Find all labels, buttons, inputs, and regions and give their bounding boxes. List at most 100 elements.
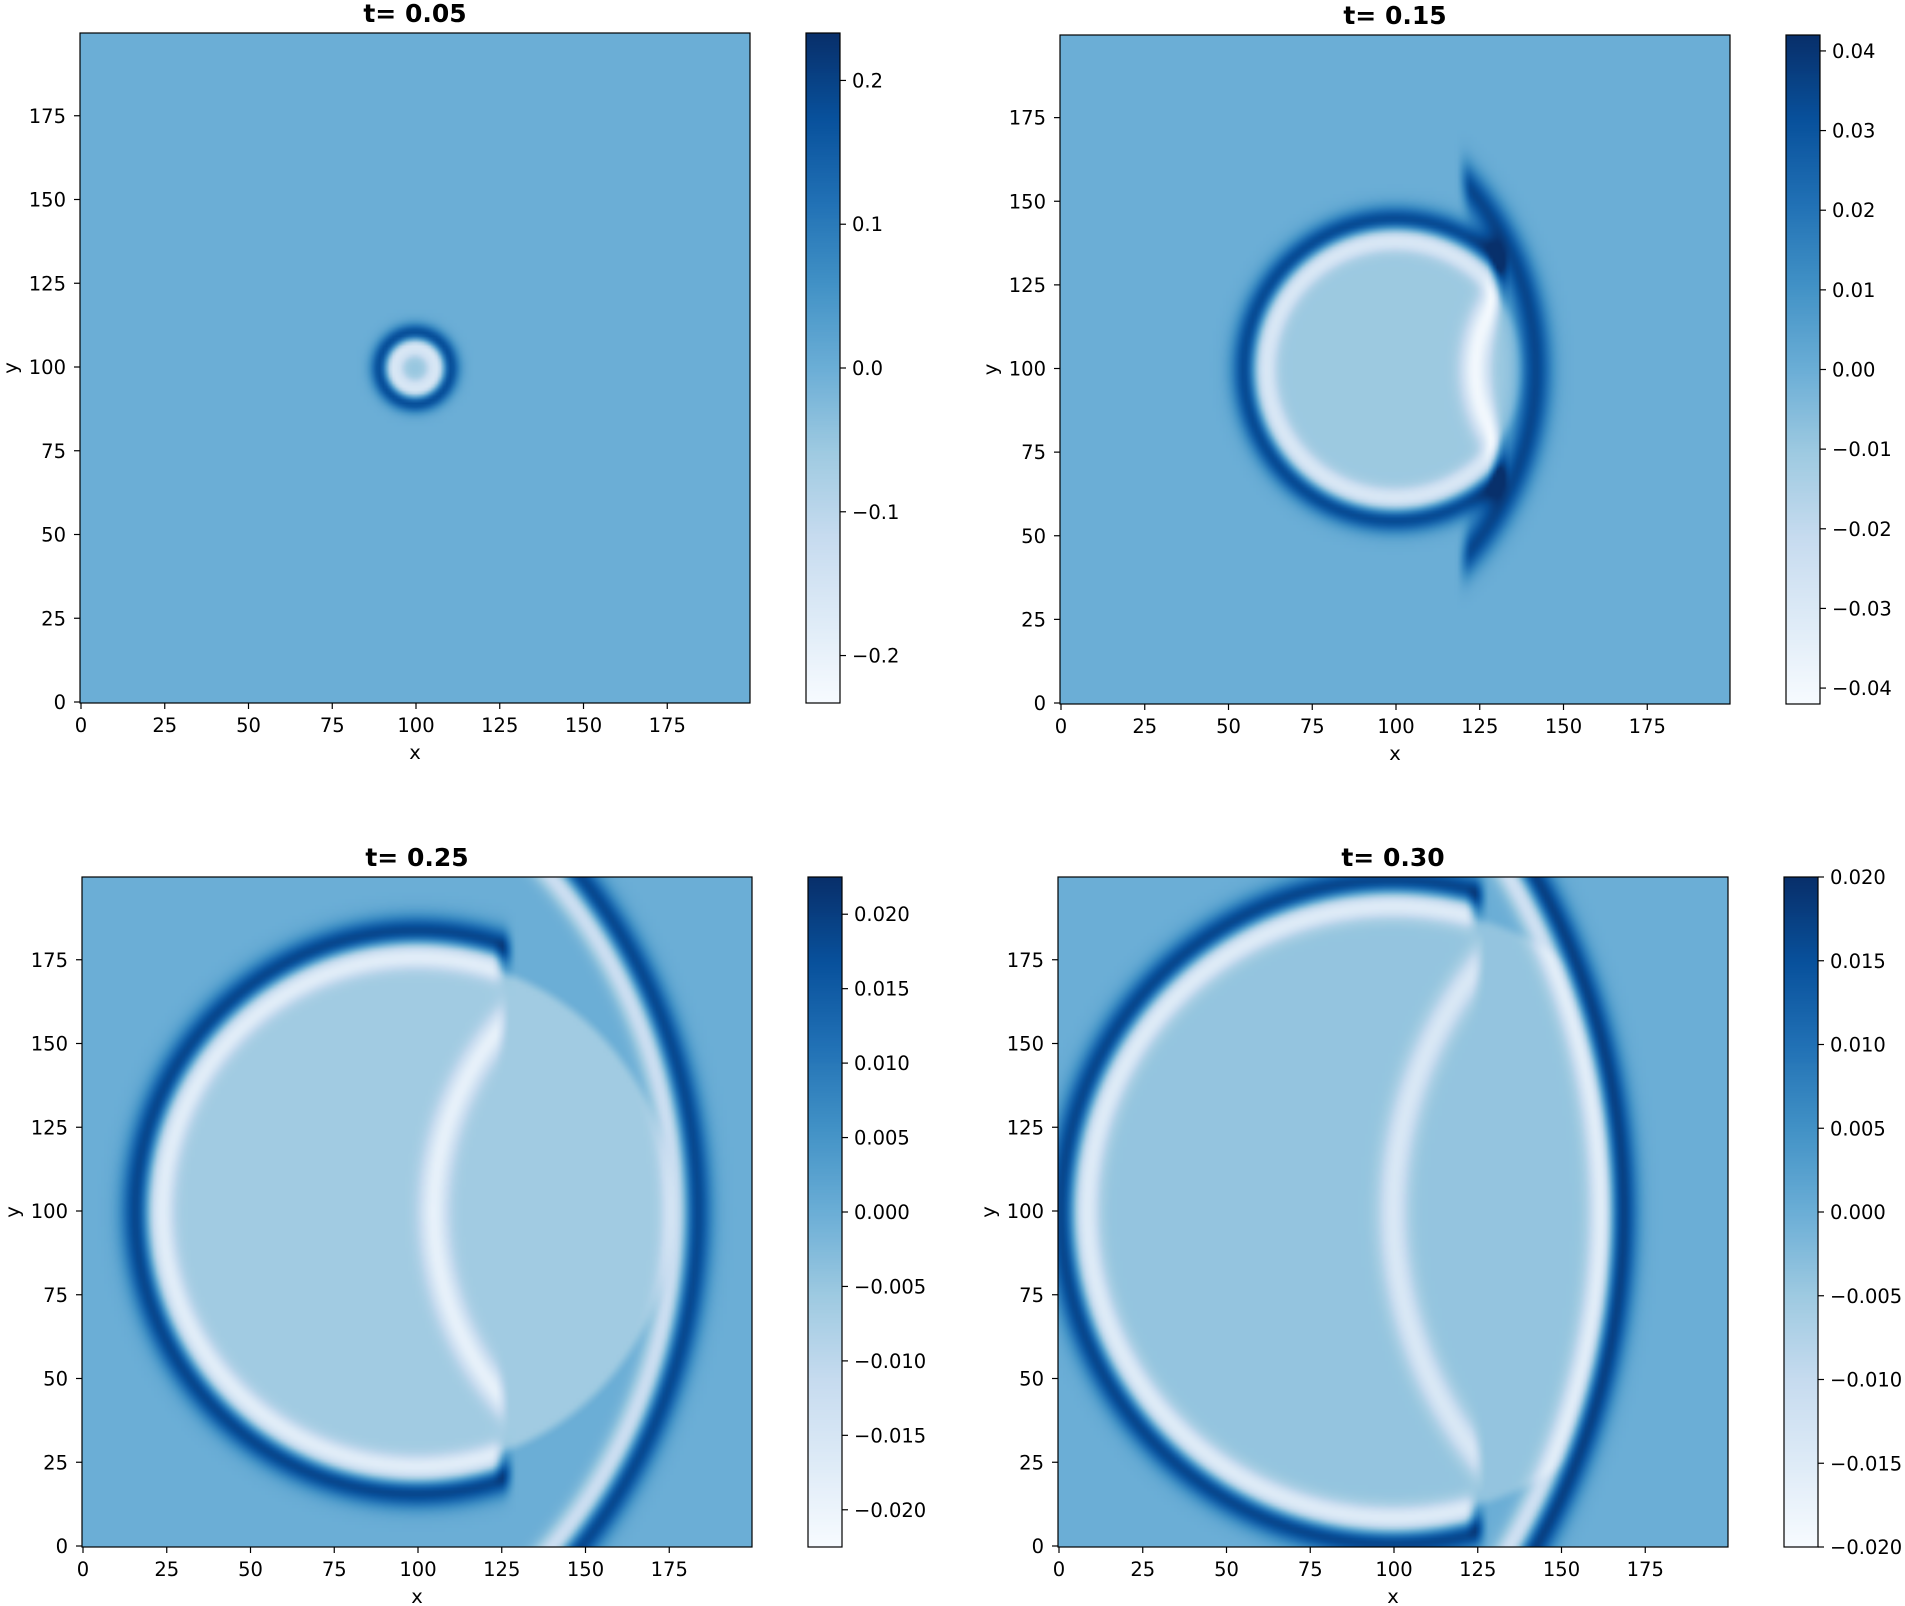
y-tick-label: 50 xyxy=(1019,1368,1044,1391)
x-axis-label: x xyxy=(1387,1585,1399,1606)
y-tick-label: 150 xyxy=(1009,190,1046,213)
y-tick-label: 25 xyxy=(41,607,66,630)
axes-frame xyxy=(81,876,753,1548)
x-tick-label: 25 xyxy=(1130,1558,1155,1581)
colorbar xyxy=(806,33,840,703)
x-tick-label: 100 xyxy=(1377,715,1414,738)
colorbar-tick-label: 0.020 xyxy=(1830,866,1886,889)
colorbar-tick-label: 0.2 xyxy=(852,69,883,92)
x-tick-label: 75 xyxy=(322,1558,347,1581)
y-tick-label: 150 xyxy=(29,189,66,212)
colorbar-tick-label: −0.015 xyxy=(1830,1452,1902,1475)
y-axis-label: y xyxy=(1,1206,24,1218)
x-tick-label: 125 xyxy=(481,714,518,737)
y-tick-label: 75 xyxy=(43,1284,68,1307)
y-tick-label: 100 xyxy=(1007,1200,1044,1223)
x-tick-label: 150 xyxy=(1545,715,1582,738)
y-axis-label: y xyxy=(0,362,22,374)
y-tick-label: 100 xyxy=(1009,358,1046,381)
x-axis-label: x xyxy=(1389,742,1401,765)
y-tick-label: 50 xyxy=(41,524,66,547)
panel-title: t= 0.15 xyxy=(1343,1,1446,30)
y-tick-label: 175 xyxy=(1007,949,1044,972)
y-tick-label: 125 xyxy=(1007,1116,1044,1139)
colorbar-tick-label: −0.03 xyxy=(1832,597,1892,620)
y-tick-label: 50 xyxy=(43,1368,68,1391)
y-tick-label: 175 xyxy=(31,949,68,972)
y-tick-label: 100 xyxy=(31,1200,68,1223)
y-tick-label: 25 xyxy=(1021,608,1046,631)
colorbar-tick-label: 0.01 xyxy=(1832,279,1875,302)
colorbar-tick-label: 0.1 xyxy=(852,213,883,236)
axes-frame xyxy=(79,32,751,704)
x-tick-label: 75 xyxy=(1300,715,1325,738)
x-tick-label: 75 xyxy=(320,714,345,737)
y-tick-label: 125 xyxy=(31,1116,68,1139)
colorbar-tick-label: 0.000 xyxy=(854,1201,910,1224)
colorbar-tick-label: 0.010 xyxy=(854,1052,910,1075)
x-tick-label: 175 xyxy=(1629,715,1666,738)
x-axis-label: x xyxy=(411,1585,423,1606)
x-tick-label: 25 xyxy=(154,1558,179,1581)
y-tick-label: 0 xyxy=(1034,692,1046,715)
colorbar-tick-label: 0.03 xyxy=(1832,120,1875,143)
x-tick-label: 150 xyxy=(1543,1558,1580,1581)
y-tick-label: 150 xyxy=(31,1033,68,1056)
x-tick-label: 175 xyxy=(651,1558,688,1581)
x-tick-label: 50 xyxy=(1214,1558,1239,1581)
panel-title: t= 0.30 xyxy=(1341,843,1444,872)
colorbar-tick-label: −0.010 xyxy=(854,1350,926,1373)
x-tick-label: 125 xyxy=(1461,715,1498,738)
colorbar-tick-label: 0.04 xyxy=(1832,40,1875,63)
x-tick-label: 175 xyxy=(1627,1558,1664,1581)
y-axis-label: y xyxy=(979,364,1002,376)
colorbar-tick-label: −0.010 xyxy=(1830,1369,1902,1392)
colorbar-tick-label: −0.01 xyxy=(1832,438,1892,461)
x-tick-label: 100 xyxy=(397,714,434,737)
y-tick-label: 100 xyxy=(29,356,66,379)
panel-4: t= 0.30 0 25 50 75 100 125 150 175 0 25 50 75 100 125 1… xyxy=(977,843,1902,1606)
colorbar-tick-label: 0.00 xyxy=(1832,359,1875,382)
x-tick-label: 150 xyxy=(565,714,602,737)
colorbar-tick-label: 0.005 xyxy=(854,1127,910,1150)
colorbar-tick-label: −0.020 xyxy=(1830,1536,1902,1559)
y-tick-label: 25 xyxy=(43,1451,68,1474)
heatmap-image xyxy=(1060,35,1730,704)
x-tick-label: 25 xyxy=(152,714,177,737)
colorbar-tick-label: −0.2 xyxy=(852,645,899,668)
y-axis-label: y xyxy=(977,1206,1000,1218)
panel-title: t= 0.25 xyxy=(365,843,468,872)
colorbar-tick-label: 0.010 xyxy=(1830,1034,1886,1057)
y-tick-label: 0 xyxy=(56,1535,68,1558)
colorbar-tick-label: −0.005 xyxy=(854,1275,926,1298)
y-tick-label: 0 xyxy=(54,691,66,714)
heatmap-image xyxy=(1058,877,1728,1547)
colorbar-tick-label: −0.015 xyxy=(854,1424,926,1447)
x-tick-label: 50 xyxy=(238,1558,263,1581)
x-tick-label: 100 xyxy=(1375,1558,1412,1581)
y-tick-label: 25 xyxy=(1019,1451,1044,1474)
panel-2: t= 0.15 0 25 50 75 100 125 150 175 0 25 50 75 100 125 1… xyxy=(979,1,1892,765)
axes-frame xyxy=(1057,876,1729,1548)
panel-title: t= 0.05 xyxy=(363,0,466,28)
x-tick-label: 0 xyxy=(75,714,87,737)
y-tick-label: 175 xyxy=(29,105,66,128)
x-tick-label: 100 xyxy=(399,1558,436,1581)
x-tick-label: 150 xyxy=(567,1558,604,1581)
colorbar-tick-label: −0.1 xyxy=(852,501,899,524)
x-axis-label: x xyxy=(409,741,421,764)
panel-1: t= 0.05 0 25 50 75 100 125 150 175 0 25 50 75 100 125 1… xyxy=(0,0,899,764)
x-tick-label: 0 xyxy=(1053,1558,1065,1581)
x-tick-label: 0 xyxy=(77,1558,89,1581)
y-tick-label: 75 xyxy=(1021,441,1046,464)
y-tick-label: 75 xyxy=(41,440,66,463)
x-tick-label: 25 xyxy=(1132,715,1157,738)
x-tick-label: 50 xyxy=(1216,715,1241,738)
colorbar-tick-label: 0.020 xyxy=(854,903,910,926)
y-tick-label: 75 xyxy=(1019,1284,1044,1307)
y-tick-label: 0 xyxy=(1032,1535,1044,1558)
colorbar-tick-label: −0.04 xyxy=(1832,677,1892,700)
panel-3: t= 0.25 0 25 50 75 100 125 150 175 0 25 50 75 100 125 1… xyxy=(1,843,926,1606)
y-tick-label: 125 xyxy=(29,272,66,295)
